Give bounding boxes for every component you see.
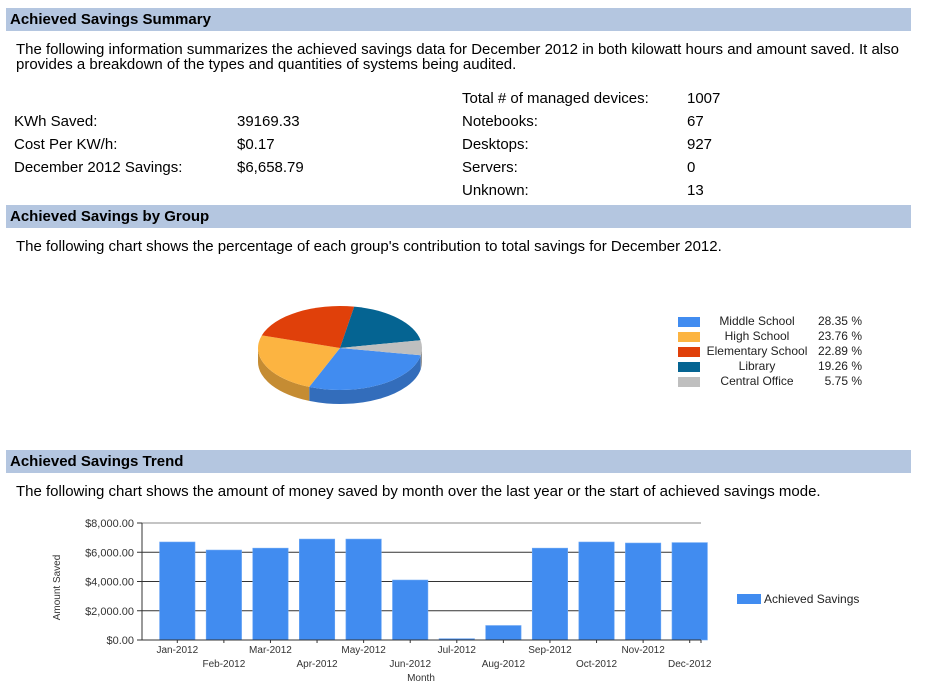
desktops-value: 927 [687,136,713,153]
legend-label: Achieved Savings [764,592,859,606]
x-tick-label: Mar-2012 [249,645,292,656]
x-axis-title: Month [407,673,435,683]
bar-apr-2012 [299,538,336,641]
pie-legend: Middle School 28.35 % High School 23.76 % El… [670,314,880,394]
legend-swatch [678,347,700,357]
bar-may-2012 [345,538,382,641]
x-tick-label: Jun-2012 [389,659,431,670]
bar-nov-2012 [625,542,662,641]
legend-label: Elementary School [706,344,808,358]
monthly-savings-value: $6,658.79 [237,159,304,176]
y-tick-label: $6,000.00 [85,547,134,559]
bar-jan-2012 [159,541,196,641]
cost-per-kwh-value: $0.17 [237,136,275,153]
legend-value: 5.75 % [824,374,862,388]
servers-label: Servers: [462,159,518,176]
bar-aug-2012 [485,625,522,641]
pie-slice-elementary-school [261,306,355,348]
y-tick-label: $4,000.00 [85,577,134,589]
x-tick-label: Feb-2012 [202,659,245,670]
kwh-saved-value: 39169.33 [237,113,300,130]
y-axis-title: Amount Saved [52,555,63,621]
bar-mar-2012 [252,547,289,641]
legend-swatch [678,332,700,342]
legend-label: Central Office [720,374,794,388]
legend-value: 22.89 % [817,344,862,358]
pie-side-high-school [258,348,310,401]
x-tick-label: Aug-2012 [482,659,526,670]
x-tick-label: Oct-2012 [576,659,618,670]
notebooks-label: Notebooks: [462,113,538,130]
pie-sides [258,348,422,404]
x-tick-label: Jul-2012 [438,645,477,656]
pie-slice-library [340,306,421,348]
legend-label: Middle School [719,314,795,328]
trend-description: The following chart shows the amount of … [16,483,821,500]
x-tick-label: Dec-2012 [668,659,712,670]
legend-label: Library [738,359,776,373]
summary-description: The following information summarizes the… [16,41,899,73]
legend-value: 19.26 % [817,359,862,373]
legend-swatch [678,377,700,387]
bar-oct-2012 [578,541,615,641]
bar-feb-2012 [205,549,242,641]
monthly-savings-label: December 2012 Savings: [14,159,183,176]
unknown-label: Unknown: [462,182,529,199]
pie-chart [258,306,422,404]
y-tick-label: $2,000.00 [85,606,134,618]
pie-side-central-office [420,348,422,370]
notebooks-value: 67 [687,113,704,130]
x-tick-label: Nov-2012 [621,645,665,656]
pie-slice-central-office [340,340,422,356]
legend-swatch [678,362,700,372]
bar-jun-2012 [392,579,429,641]
cost-per-kwh-label: Cost Per KW/h: [14,136,118,153]
bar-chart: $0.00 $2,000.00 $4,000.00 $6,000.00 $8,000.0… [52,518,859,683]
legend-swatch [737,594,761,604]
total-devices-label: Total # of managed devices: [462,90,649,107]
legend-value: 28.35 % [817,314,862,328]
servers-value: 0 [687,159,696,176]
y-tick-label: $8,000.00 [85,518,134,530]
pie-slice-middle-school [309,348,421,390]
pie-slice-high-school [258,335,340,387]
summary-header: Achieved Savings Summary [6,8,911,31]
x-tick-label: Jan-2012 [156,645,198,656]
x-tick-label: Sep-2012 [528,645,572,656]
trend-header: Achieved Savings Trend [6,450,911,473]
by-group-description: The following chart shows the percentage… [16,238,722,255]
by-group-header: Achieved Savings by Group [6,205,911,228]
pie-side-middle-school [309,355,421,404]
total-devices-value: 1007 [687,90,721,107]
x-tick-label: May-2012 [341,645,386,656]
legend-value: 23.76 % [817,329,862,343]
legend-label: High School [724,329,790,343]
kwh-saved-label: KWh Saved: [14,113,98,130]
desktops-label: Desktops: [462,136,529,153]
x-tick-label: Apr-2012 [296,659,338,670]
y-tick-label: $0.00 [106,635,134,647]
bar-sep-2012 [531,547,568,641]
legend-swatch [678,317,700,327]
unknown-value: 13 [687,182,704,199]
bar-dec-2012 [671,542,708,641]
